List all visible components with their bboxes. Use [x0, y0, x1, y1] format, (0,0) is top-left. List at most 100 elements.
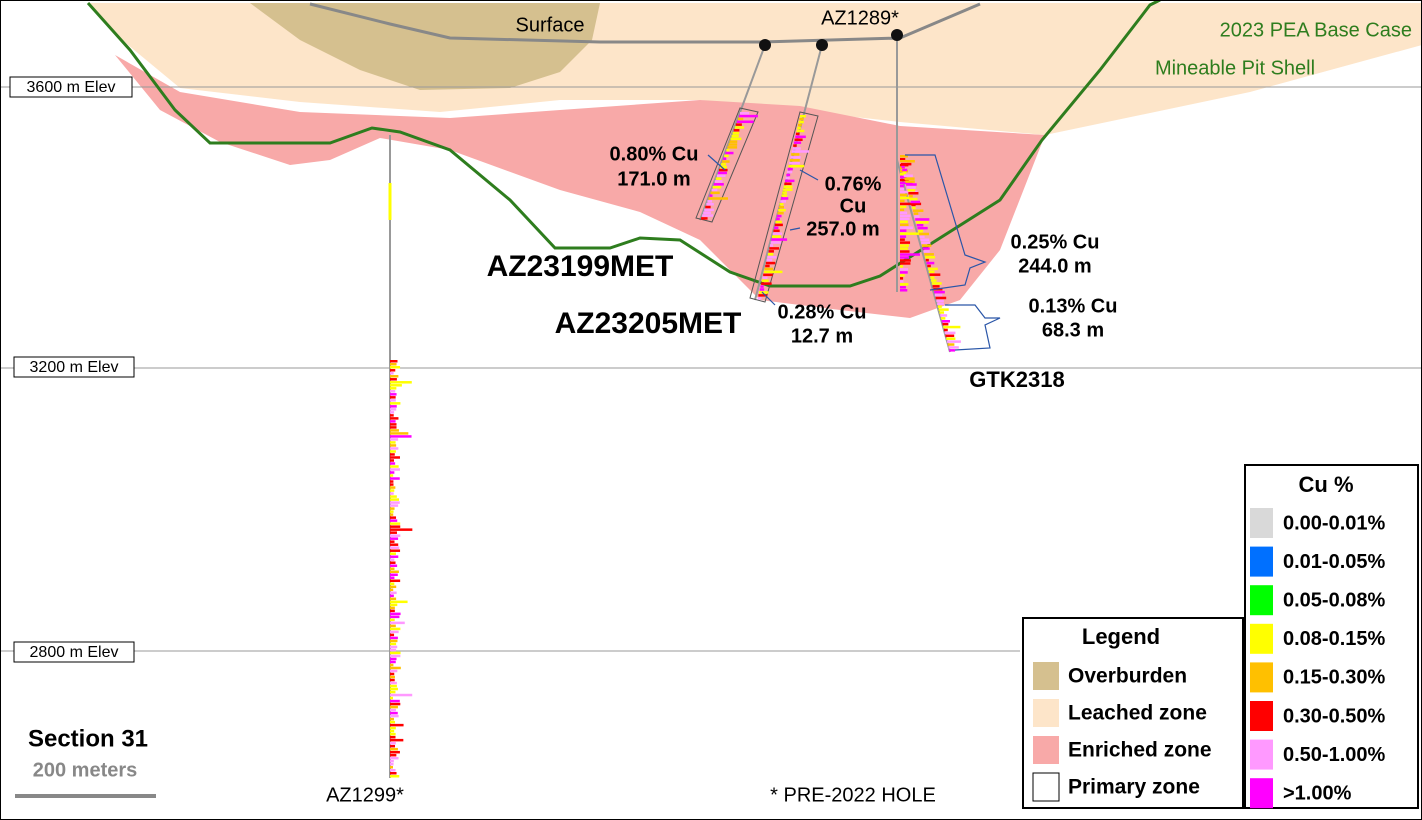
- assay: [390, 735, 396, 739]
- assay: [938, 308, 949, 311]
- assay: [902, 168, 908, 172]
- assay: [727, 146, 738, 149]
- intercept-length: 244.0 m: [1018, 255, 1091, 277]
- assay: [390, 555, 399, 558]
- assay: [390, 666, 401, 670]
- assay: [909, 194, 913, 198]
- assay: [796, 129, 805, 133]
- assay: [800, 115, 806, 118]
- assay: [390, 705, 398, 709]
- assay: [390, 477, 400, 480]
- assay: [725, 151, 734, 155]
- assay: [931, 279, 937, 282]
- assay: [390, 618, 395, 622]
- assay: [930, 276, 935, 279]
- assay: [706, 202, 714, 206]
- assay: [904, 177, 915, 180]
- assay: [900, 229, 907, 232]
- assay: [390, 390, 396, 393]
- assay: [901, 165, 905, 169]
- assay: [707, 200, 713, 203]
- assay: [781, 194, 788, 197]
- assay: [736, 120, 754, 124]
- hole-label: AZ1289*: [821, 7, 899, 29]
- assay: [390, 711, 398, 715]
- intercept-grade: 0.80% Cu: [610, 143, 699, 165]
- assay: [740, 112, 750, 115]
- assay: [932, 285, 940, 288]
- elev-labels: 3600 m Elev 3200 m Elev 2800 m Elev: [9, 76, 135, 663]
- assay: [390, 585, 397, 589]
- assay: [765, 261, 776, 265]
- assay: [390, 639, 398, 643]
- assay: [949, 349, 956, 352]
- assay: [390, 456, 400, 459]
- assay: [763, 273, 773, 277]
- cu-swatch: [1250, 546, 1273, 577]
- assay: [390, 588, 394, 592]
- assay: [390, 483, 394, 486]
- assay: [923, 250, 930, 253]
- assay: [772, 232, 783, 235]
- assay: [900, 274, 905, 277]
- assay: [390, 606, 395, 610]
- assay: [948, 346, 959, 349]
- assay: [927, 264, 931, 268]
- assay: [900, 223, 909, 226]
- assay: [774, 223, 783, 227]
- assay: [942, 322, 949, 326]
- assay: [390, 507, 395, 510]
- assay: [390, 486, 396, 489]
- assay: [390, 384, 402, 387]
- assay: [732, 131, 740, 135]
- assay: [390, 531, 397, 534]
- intercept-unit: Cu: [840, 195, 867, 217]
- brackets: [707, 154, 1001, 351]
- intercept-length: 171.0 m: [617, 168, 690, 190]
- assay: [390, 741, 396, 745]
- assay: [784, 179, 795, 183]
- assay: [390, 396, 396, 399]
- assay: [390, 537, 399, 540]
- assay: [390, 687, 398, 691]
- assay: [900, 155, 908, 158]
- assay: [912, 206, 916, 210]
- assay: [390, 663, 394, 667]
- assay: [780, 200, 787, 203]
- assay: [915, 221, 929, 224]
- assay: [721, 163, 727, 166]
- assay: [900, 199, 905, 203]
- assay: [900, 283, 909, 286]
- assay: [390, 522, 401, 525]
- assay: [390, 612, 401, 616]
- assay: [793, 144, 797, 147]
- assay: [390, 543, 399, 546]
- assay: [724, 154, 729, 158]
- assay: [390, 702, 401, 706]
- assay: [390, 411, 395, 414]
- cu-label: 0.50-1.00%: [1283, 744, 1386, 766]
- assay: [390, 675, 395, 679]
- assay: [390, 624, 396, 628]
- assay: [936, 299, 944, 303]
- collar: [759, 39, 771, 51]
- assay: [917, 226, 928, 230]
- assay: [731, 134, 739, 138]
- assay: [390, 504, 399, 507]
- assay: [390, 765, 394, 769]
- assay: [390, 729, 395, 733]
- assay: [900, 217, 910, 221]
- assay: [390, 387, 397, 390]
- assay: [783, 185, 793, 188]
- assay: [900, 220, 908, 224]
- assay: [900, 262, 911, 265]
- assay: [390, 546, 400, 549]
- assay: [712, 185, 722, 189]
- assay: [900, 250, 910, 253]
- hole-label: GTK2318: [969, 367, 1064, 392]
- elev-label: 2800 m Elev: [30, 644, 119, 661]
- assay: [390, 381, 412, 384]
- assay: [928, 267, 938, 271]
- assay: [773, 229, 780, 233]
- assay: [390, 429, 399, 432]
